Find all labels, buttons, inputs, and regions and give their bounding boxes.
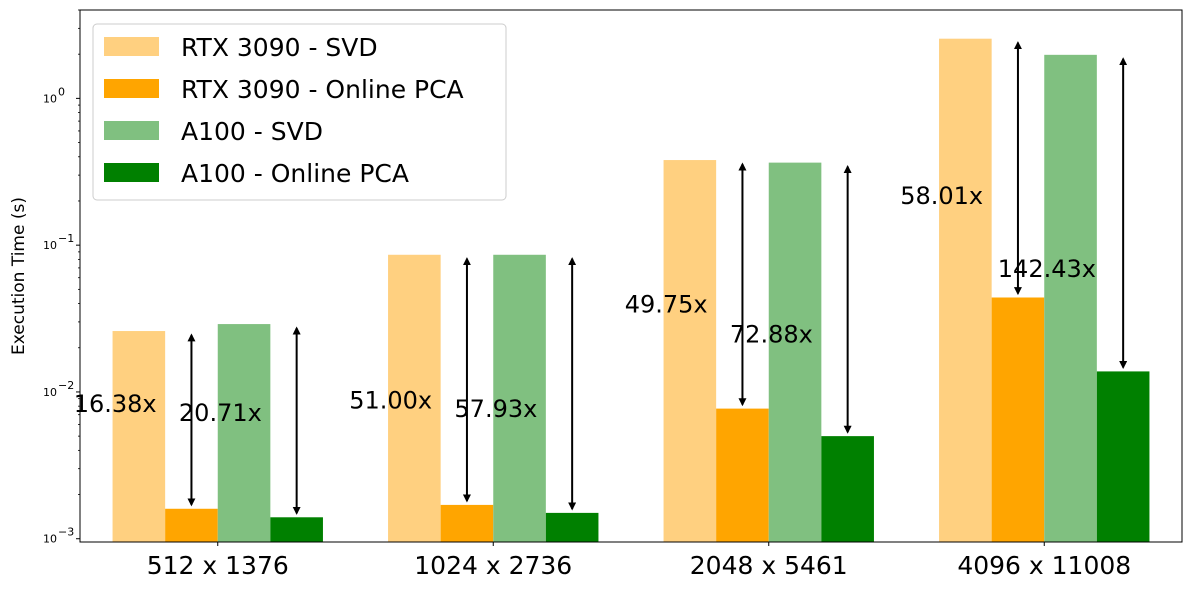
speedup-label-6: 58.01x: [900, 182, 983, 210]
speedup-label-7: 142.43x: [998, 255, 1096, 283]
legend-label-0: RTX 3090 - SVD: [181, 33, 378, 62]
x-tick-label-2: 2048 x 5461: [690, 551, 848, 580]
bar-rtx-3090-svd-1: [388, 254, 441, 542]
bar-a100-svd-2: [768, 162, 822, 542]
y-tick-exp-2: −1: [58, 232, 74, 245]
legend-label-1: RTX 3090 - Online PCA: [181, 75, 464, 104]
legend-label-3: A100 - Online PCA: [181, 159, 409, 188]
bar-rtx-3090-svd-3: [939, 38, 992, 543]
legend: RTX 3090 - SVD RTX 3090 - Online PCA A100 …: [92, 23, 507, 201]
bar-a100-svd-0: [217, 324, 271, 542]
speedup-label-2: 51.00x: [349, 386, 432, 414]
legend-swatch-0: [104, 37, 159, 56]
speedup-labels-layer: 16.38x 20.71x 51.00x 57.93x 49.75x 72.88x 58.0…: [74, 182, 1096, 427]
bar-a100-online-pca-2: [821, 436, 874, 542]
legend-swatch-1: [104, 79, 159, 98]
y-tick-label-0: 10: [43, 533, 57, 546]
bar-a100-online-pca-0: [270, 517, 323, 542]
y-tick-exp-0: −3: [58, 526, 74, 539]
bar-rtx-3090-svd-0: [112, 331, 166, 542]
plot-frame: [79, 9, 1183, 543]
legend-swatch-2: [104, 121, 159, 140]
y-tick-exp-3: 0: [58, 85, 65, 98]
y-axis-label: Execution Time (s): [9, 197, 29, 355]
bar-a100-online-pca-3: [1096, 371, 1150, 542]
bars-layer: [112, 38, 1150, 543]
y-tick-label-1: 10: [43, 386, 57, 399]
bar-rtx-3090-online-pca-3: [991, 297, 1045, 542]
bar-rtx-3090-online-pca-0: [165, 508, 218, 542]
legend-label-2: A100 - SVD: [181, 117, 323, 146]
y-axis: 10−310−210−1100: [43, 9, 80, 546]
speedup-label-0: 16.38x: [74, 390, 157, 418]
bar-a100-online-pca-1: [545, 512, 599, 542]
x-tick-label-1: 1024 x 2736: [414, 551, 572, 580]
bar-rtx-3090-online-pca-2: [716, 408, 769, 542]
speedup-label-5: 72.88x: [730, 321, 813, 349]
x-tick-label-0: 512 x 1376: [147, 551, 289, 580]
x-tick-label-3: 4096 x 11008: [957, 551, 1131, 580]
y-tick-label-3: 10: [43, 92, 57, 105]
speedup-label-1: 20.71x: [179, 399, 262, 427]
bar-a100-svd-1: [493, 254, 546, 542]
legend-box: [92, 23, 507, 201]
speedup-arrows-layer: [187, 41, 1128, 515]
bar-rtx-3090-online-pca-1: [440, 504, 494, 542]
speedup-label-3: 57.93x: [454, 395, 537, 423]
y-tick-exp-1: −2: [58, 379, 74, 392]
legend-swatch-3: [104, 163, 159, 182]
bar-a100-svd-3: [1044, 54, 1097, 543]
bar-rtx-3090-svd-2: [663, 160, 717, 542]
y-tick-label-2: 10: [43, 239, 57, 252]
speedup-label-4: 49.75x: [625, 291, 708, 319]
x-axis: 512 x 1376 1024 x 2736 2048 x 5461 4096 x 1…: [147, 542, 1131, 580]
